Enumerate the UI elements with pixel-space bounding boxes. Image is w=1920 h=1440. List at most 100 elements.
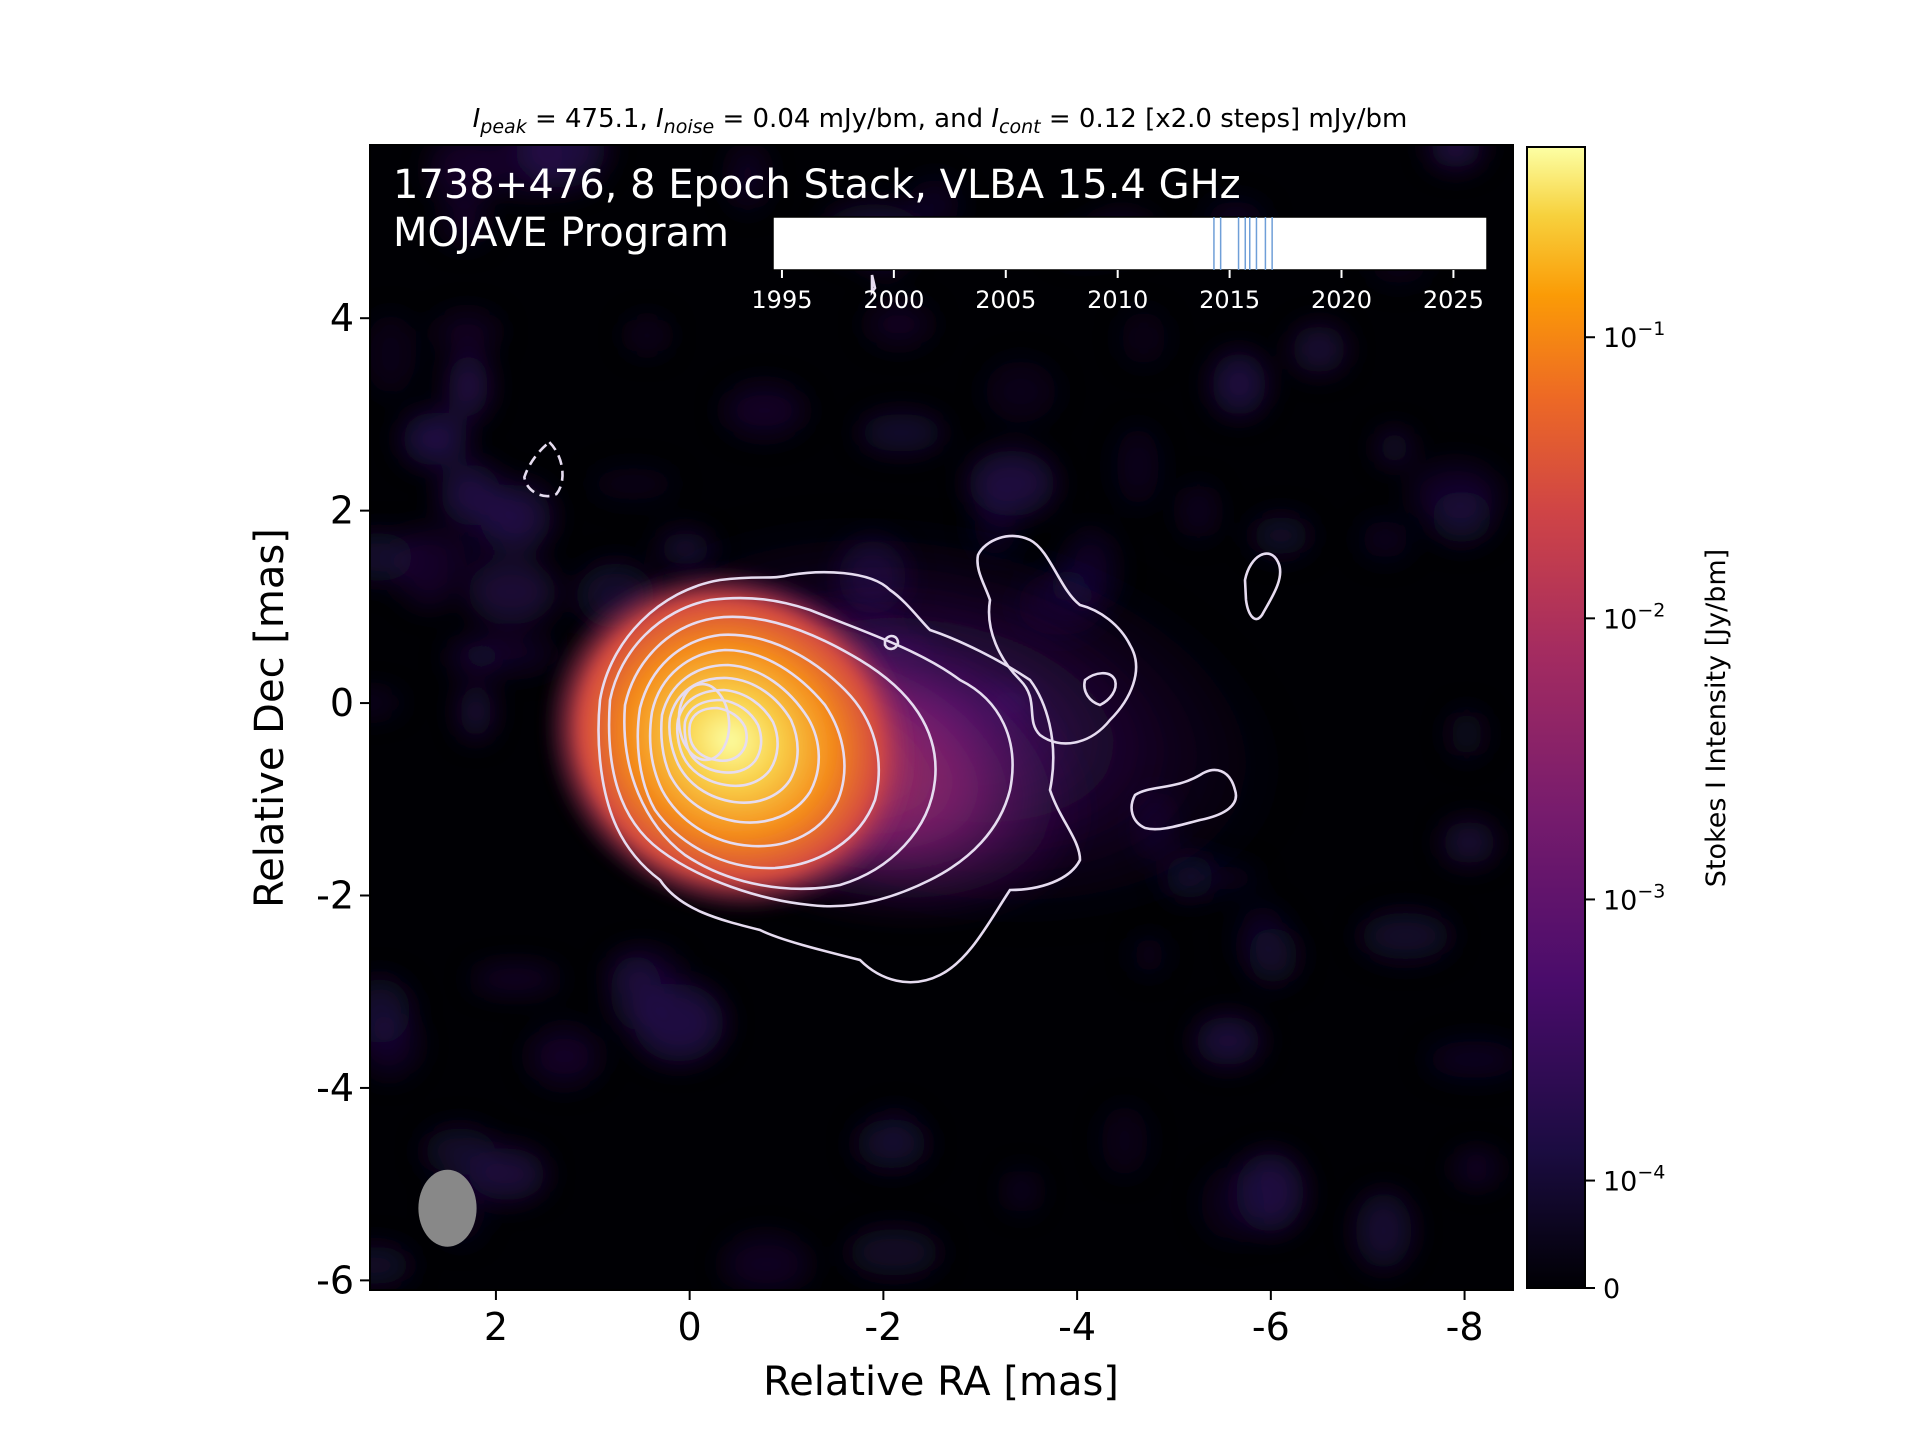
x-tick-label: -2 — [864, 1305, 902, 1349]
noise-blob — [723, 384, 806, 437]
noise-blob — [1121, 311, 1166, 365]
noise-blob — [1182, 485, 1215, 538]
noise-blob — [968, 450, 1055, 517]
epoch-ticks: 1995 2000 2005 2010 2015 2020 2025 — [751, 270, 1484, 314]
y-tick-label: -2 — [316, 874, 354, 918]
noise-blob — [443, 202, 487, 244]
noise-blob — [1429, 145, 1482, 168]
contour-knot-southwest — [1130, 768, 1238, 831]
noise-blob — [370, 314, 417, 395]
title-part: noise — [664, 116, 715, 138]
contour-level-5 — [648, 648, 846, 848]
noise-blob — [397, 527, 461, 608]
epoch-tick-label: 2005 — [975, 286, 1036, 314]
contour-level-11 — [677, 682, 731, 762]
noise-blob — [481, 145, 564, 196]
colorbar-tick-label: 10−4 — [1603, 1162, 1665, 1198]
noise-blob — [1239, 906, 1284, 971]
y-tick-label: -4 — [316, 1066, 354, 1110]
noise-blob — [1292, 325, 1346, 373]
noise-blob — [1453, 1151, 1500, 1185]
x-axis-label: Relative RA [mas] — [763, 1359, 1119, 1405]
colorbar-tick-label: 10−1 — [1603, 318, 1665, 354]
title-part: I — [656, 104, 664, 134]
y-axis: 4 2 0 -2 -4 -6 — [316, 296, 370, 1302]
noise-blob — [590, 468, 676, 500]
contour-knot-far-west — [1243, 552, 1282, 621]
contour-level-1 — [597, 570, 1082, 984]
noise-blob — [1101, 1105, 1148, 1176]
noise-blob — [448, 353, 489, 419]
contour-speck-top — [870, 274, 877, 296]
title-part: I — [991, 104, 999, 134]
colorbar-label: Stokes I Intensity [Jy/bm] — [1701, 549, 1732, 887]
noise-blob — [470, 966, 561, 992]
colorbar-ticks: 10−1 10−2 10−3 10−4 0 — [1585, 318, 1665, 1305]
contour-level-10 — [688, 706, 748, 763]
contour-level-4 — [636, 633, 881, 870]
noise-blob — [877, 1110, 915, 1163]
noise-blob — [446, 642, 503, 672]
title-part: = 475.1, — [527, 104, 656, 134]
noise-blob — [859, 413, 944, 452]
noise-blob — [627, 318, 668, 353]
noise-blob — [1195, 1016, 1261, 1066]
plot-frame — [369, 144, 1514, 1291]
noise-blob — [459, 683, 492, 740]
epoch-tick-label: 2015 — [1199, 286, 1260, 314]
contours — [523, 274, 1282, 984]
y-tick-label: 2 — [330, 489, 354, 533]
noise-blob — [1212, 352, 1267, 416]
noise-blob — [1426, 1041, 1513, 1078]
noise-blob — [435, 312, 500, 351]
noise-blob — [1378, 431, 1411, 465]
x-tick-label: 0 — [678, 1305, 702, 1349]
contour-knot-north — [976, 534, 1138, 745]
noise-blob — [1355, 1191, 1413, 1269]
epoch-tick-label: 1995 — [751, 286, 812, 314]
noise-blob — [848, 1228, 940, 1276]
noise-blob — [1442, 821, 1496, 864]
noise-blob — [1252, 516, 1310, 555]
contour-level-6 — [659, 663, 821, 824]
epoch-lines — [1213, 217, 1273, 270]
title-part: cont — [999, 116, 1042, 138]
title-part: peak — [479, 116, 527, 138]
noise-blob — [429, 145, 498, 205]
y-tick-label: -6 — [316, 1258, 354, 1302]
epoch-inset-box — [772, 216, 1488, 271]
noise-blob — [370, 1246, 412, 1285]
colorbar: 10−1 10−2 10−3 10−4 0 Stokes I Intensity [Jy… — [1526, 146, 1732, 1305]
annotation-line-1: 1738+476, 8 Epoch Stack, VLBA 15.4 GHz — [393, 162, 1241, 208]
noise-blob — [370, 690, 402, 715]
colorbar-gradient — [1526, 146, 1586, 1289]
x-tick-label: 2 — [484, 1305, 508, 1349]
beam-ellipse — [418, 1169, 477, 1247]
noise-blob — [1005, 1170, 1038, 1212]
epoch-tick-label: 2000 — [863, 286, 924, 314]
noise-blob — [722, 1234, 810, 1290]
image-panel — [369, 144, 1514, 1291]
epoch-tick-label: 2010 — [1087, 286, 1148, 314]
noise-blob — [1201, 1167, 1263, 1240]
noise-blob — [1361, 520, 1410, 559]
contour-hole — [1083, 671, 1117, 707]
noise-blob — [1116, 426, 1159, 507]
noise-blob — [469, 1148, 546, 1201]
colorbar-tick-label: 10−2 — [1603, 599, 1665, 635]
annotation-line-2: MOJAVE Program — [393, 210, 729, 256]
contour-level-8 — [675, 688, 779, 788]
noise-blob — [454, 532, 490, 565]
y-tick-label: 4 — [330, 296, 354, 340]
title-part: I — [473, 104, 481, 134]
y-axis-label: Relative Dec [mas] — [247, 528, 293, 908]
noise-blob — [1133, 935, 1165, 974]
contour-level-7 — [668, 676, 799, 804]
epoch-tick-label: 2025 — [1423, 286, 1484, 314]
noise-blob — [867, 303, 931, 345]
contour-level-2 — [607, 596, 1014, 908]
x-tick-label: -8 — [1446, 1305, 1484, 1349]
noise-blob — [1360, 912, 1451, 960]
title-part: = 0.12 [x2.0 steps] mJy/bm — [1041, 104, 1408, 134]
